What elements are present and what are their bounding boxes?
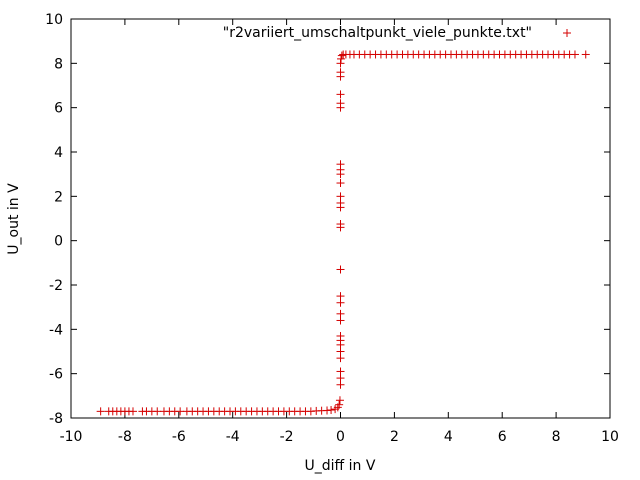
x-tick-label: 6	[498, 429, 507, 445]
data-point	[336, 331, 345, 340]
x-tick-label: -10	[60, 429, 83, 445]
legend-label: "r2variiert_umschaltpunkt_viele_punkte.t…	[223, 25, 532, 41]
x-tick-label: -2	[280, 429, 294, 445]
y-tick-label: 0	[54, 234, 63, 250]
data-point	[570, 50, 579, 59]
y-tick-label: 10	[45, 12, 63, 28]
legend: "r2variiert_umschaltpunkt_viele_punkte.t…	[223, 25, 571, 41]
y-axis-label: U_out in V	[6, 183, 22, 255]
x-axis-label: U_diff in V	[305, 458, 376, 474]
data-point	[327, 406, 336, 415]
x-tick-label: 10	[601, 429, 619, 445]
x-tick-label: 4	[444, 429, 453, 445]
data-point	[336, 160, 345, 169]
y-tick-label: 2	[54, 189, 63, 205]
x-tick-label: -4	[226, 429, 240, 445]
y-axis: -8 -6 -4 -2 0 2 4 6 8 10	[45, 12, 610, 427]
y-tick-label: -2	[49, 278, 63, 294]
y-tick-label: 4	[54, 145, 63, 161]
data-point	[176, 407, 185, 416]
data-point	[336, 59, 345, 68]
data-point	[336, 292, 345, 301]
data-point	[96, 407, 105, 416]
y-tick-label: 6	[54, 101, 63, 117]
data-point	[336, 192, 345, 201]
x-tick-label: 2	[390, 429, 399, 445]
data-point	[336, 179, 345, 188]
data-point	[336, 99, 345, 108]
data-point	[335, 400, 344, 409]
data-point	[336, 309, 345, 318]
x-axis: -10 -8 -6 -4 -2 0 2 4 6 8 10	[60, 19, 619, 445]
y-tick-label: -8	[49, 411, 63, 427]
data-point	[153, 407, 162, 416]
data-point	[336, 90, 345, 99]
x-tick-label: 8	[552, 429, 561, 445]
data-point	[335, 396, 344, 405]
x-tick-label: -8	[118, 429, 132, 445]
data-point	[581, 50, 590, 59]
legend-marker	[563, 29, 571, 37]
data-points	[96, 50, 590, 416]
data-point	[337, 51, 346, 60]
data-point	[337, 54, 346, 63]
data-point	[336, 220, 345, 229]
y-tick-label: -4	[49, 322, 63, 338]
x-tick-label: -6	[172, 429, 186, 445]
data-point	[336, 367, 345, 376]
y-tick-label: 8	[54, 56, 63, 72]
y-tick-label: -6	[49, 367, 63, 383]
data-point	[336, 265, 345, 274]
data-point	[336, 68, 345, 77]
legend-plus-marker	[563, 29, 571, 37]
data-point	[128, 407, 137, 416]
x-tick-label: 0	[336, 429, 345, 445]
